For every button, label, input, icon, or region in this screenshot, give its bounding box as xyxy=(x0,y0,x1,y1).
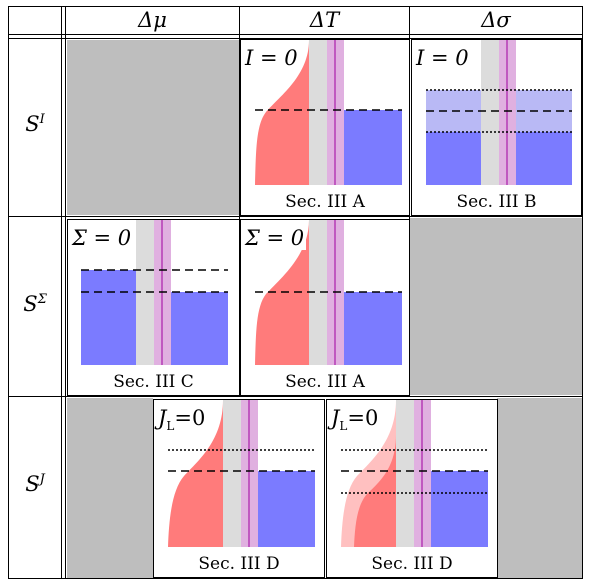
row-label-s-j: SJ xyxy=(25,472,45,496)
panel-r1-dsigma: I = 0 Sec. III B xyxy=(411,39,582,216)
panel-r3-right: JL=0 Sec. III D xyxy=(326,399,498,578)
header-delta-t: ΔT xyxy=(309,8,340,32)
condition-label: Σ = 0 xyxy=(243,226,307,250)
header-delta-sigma: Δσ xyxy=(481,8,511,32)
empty-cell-r3-left xyxy=(67,398,153,578)
panel-r2-dmu: Σ = 0 Sec. III C xyxy=(67,219,240,396)
section-caption: Sec. III B xyxy=(456,192,537,212)
panel-r1-dt: I = 0 Sec. III A xyxy=(240,39,410,216)
condition-label: JL=0 xyxy=(156,406,208,439)
condition-label: Σ = 0 xyxy=(70,226,134,250)
empty-cell-r1-c1 xyxy=(67,40,239,215)
condition-label: I = 0 xyxy=(414,46,471,70)
row-label-s-sigma: SΣ xyxy=(23,292,47,316)
section-caption: Sec. III D xyxy=(371,554,453,574)
section-caption: Sec. III A xyxy=(285,192,365,212)
empty-cell-r3-right xyxy=(497,398,582,578)
header-delta-mu: Δμ xyxy=(138,8,167,32)
condition-label: JL=0 xyxy=(329,406,381,439)
panel-r3-left: JL=0 Sec. III D xyxy=(153,399,325,578)
row-label-s-i: SI xyxy=(25,112,45,136)
section-caption: Sec. III D xyxy=(198,554,280,574)
section-caption: Sec. III C xyxy=(113,372,194,392)
condition-label: I = 0 xyxy=(243,46,300,70)
section-caption: Sec. III A xyxy=(285,372,365,392)
empty-cell-r2-c3 xyxy=(410,218,582,395)
panel-r2-dt: Σ = 0 Sec. III A xyxy=(240,219,410,396)
